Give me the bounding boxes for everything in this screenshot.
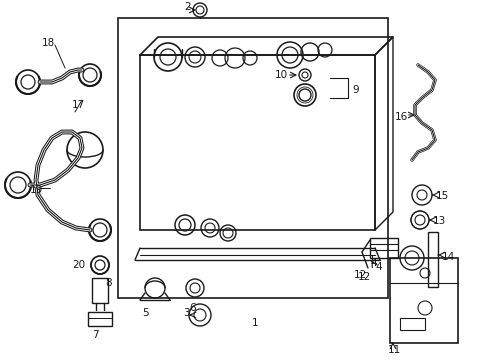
Text: 15: 15 [436,191,449,201]
Text: 18: 18 [42,38,55,48]
Text: 3: 3 [183,308,190,318]
Text: 20: 20 [72,260,85,270]
Text: 12: 12 [353,270,367,280]
Bar [118,18,388,298]
Text: 4: 4 [370,258,377,268]
Text: 16: 16 [395,112,408,122]
Bar [390,258,458,343]
Text: 8: 8 [105,278,112,288]
Text: 19: 19 [30,185,43,195]
Bar [400,318,425,330]
Text: 11: 11 [388,345,401,355]
Text: 13: 13 [433,216,446,226]
Bar [140,55,375,230]
Text: 12: 12 [358,272,371,282]
Text: 17: 17 [72,100,85,110]
Text: 1: 1 [252,318,258,328]
Text: 10: 10 [275,70,288,80]
Text: 6: 6 [190,303,196,313]
Text: 14: 14 [442,252,455,262]
Bar [370,238,398,258]
Bar [428,232,438,287]
Text: 7: 7 [92,330,98,340]
Text: 2: 2 [184,2,191,12]
Bar [92,278,108,303]
Text: 9: 9 [352,85,359,95]
Text: 5: 5 [142,308,148,318]
Text: 4: 4 [375,262,382,272]
Bar [88,312,112,326]
